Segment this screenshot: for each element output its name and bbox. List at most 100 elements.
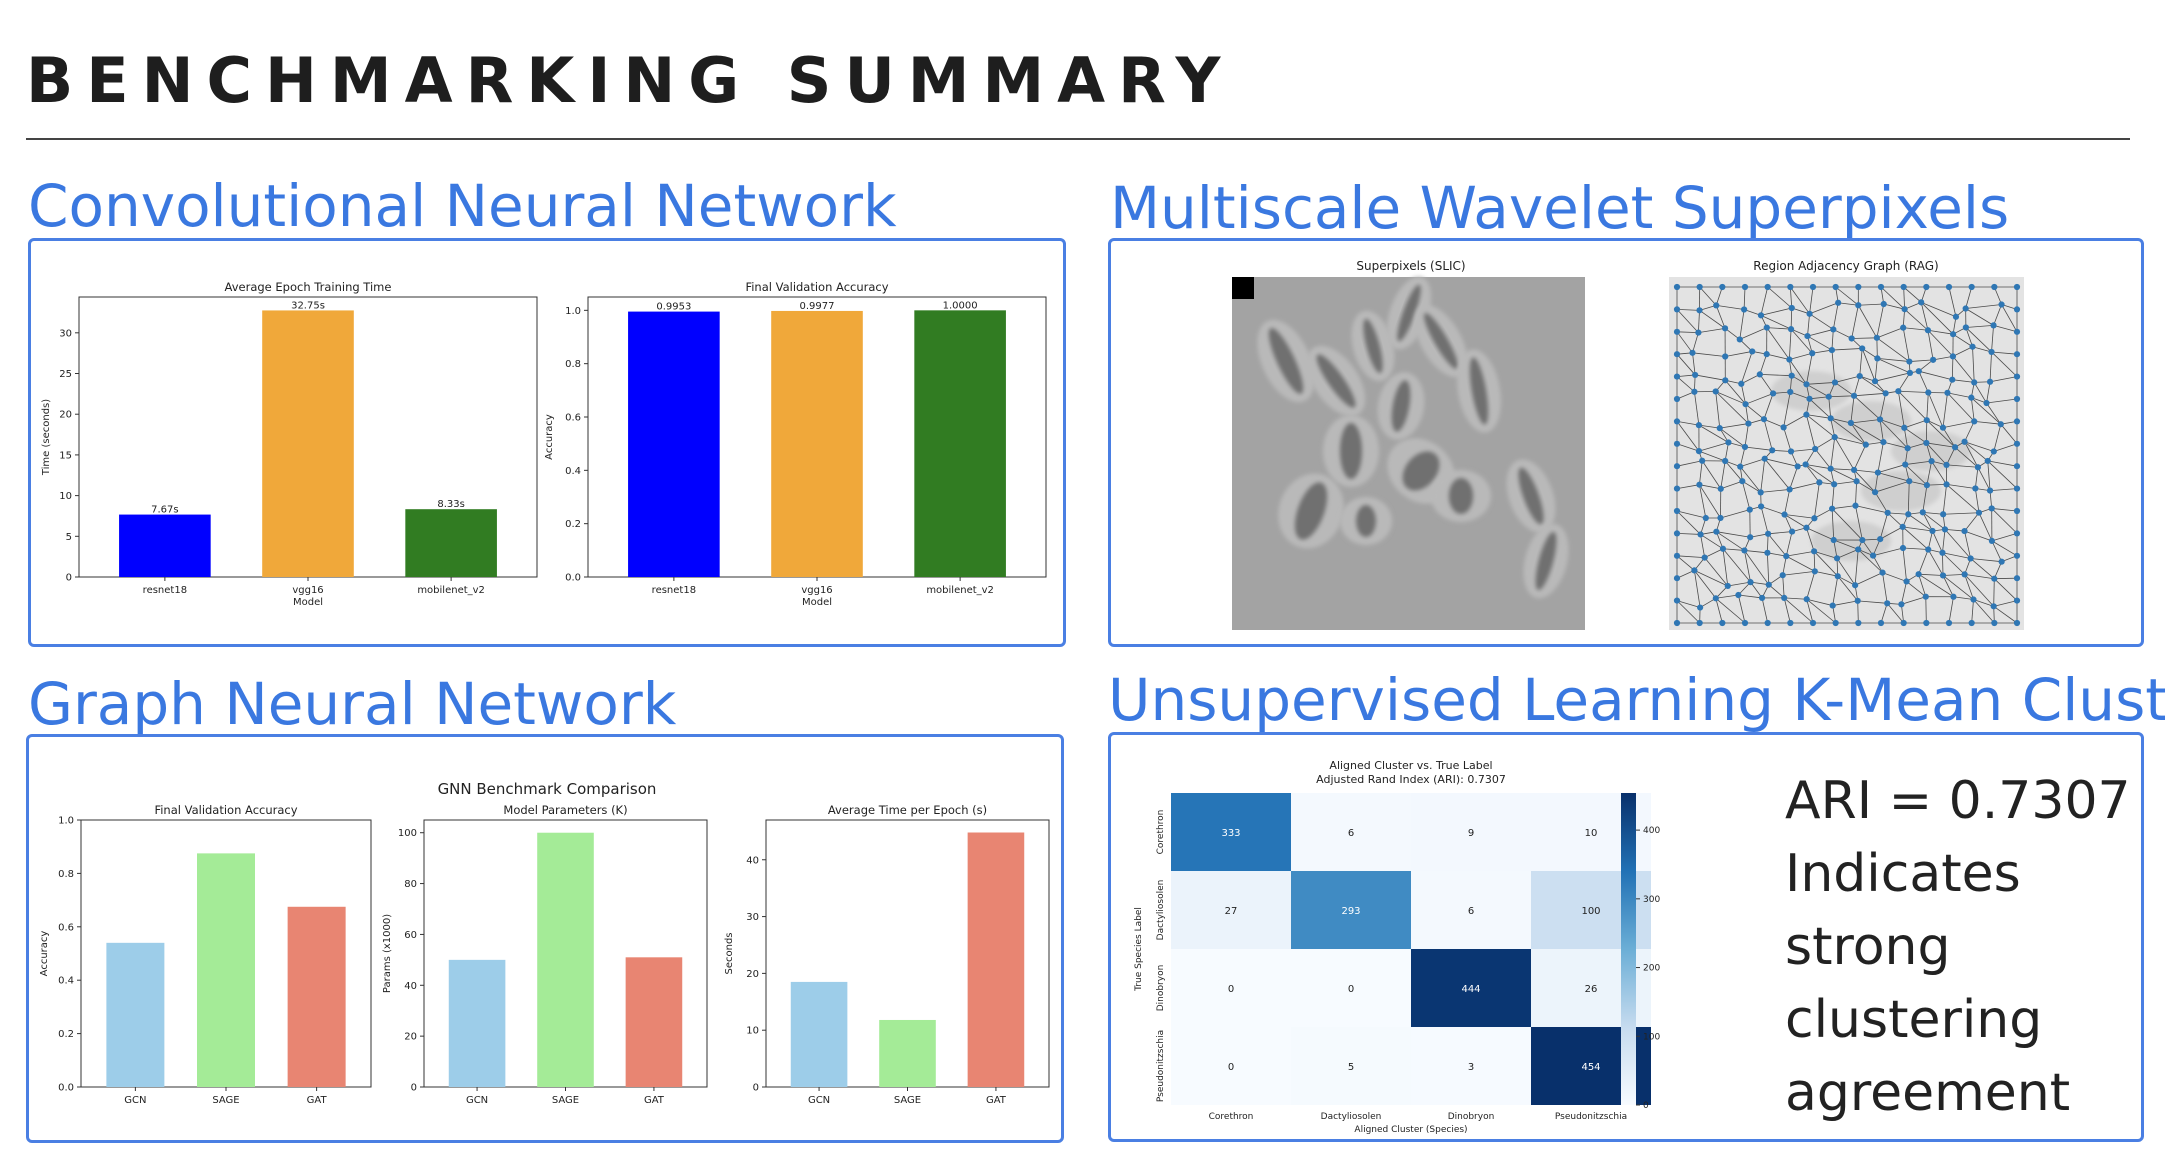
rag-edge	[1972, 346, 1975, 383]
rag-edge	[1904, 464, 1928, 486]
rag-node	[1691, 567, 1698, 574]
rag-edge	[1704, 548, 1724, 558]
bar	[287, 906, 346, 1087]
heatmap-cell-value: 10	[1585, 828, 1598, 839]
rag-edge	[1701, 460, 1722, 489]
rag-node	[1696, 619, 1703, 627]
rag-node	[1879, 569, 1886, 576]
rag-node	[1906, 358, 1913, 365]
heatmap-cell-value: 5	[1348, 1062, 1354, 1073]
rag-node	[2013, 530, 2021, 537]
superpixel-region	[1340, 423, 1362, 479]
rag-edge	[1927, 392, 1944, 428]
y-tick-label: 0.8	[58, 869, 74, 880]
rag-edge	[1991, 508, 2018, 534]
y-axis-label: Time (seconds)	[41, 399, 52, 476]
rag-node	[2013, 619, 2021, 627]
rag-edge	[1697, 310, 1700, 333]
rag-edge	[1850, 422, 1884, 443]
rag-edge	[1986, 381, 1991, 404]
rag-edge	[1970, 397, 1975, 422]
rag-node	[2013, 306, 2021, 313]
rag-edge	[1973, 599, 1995, 624]
x-tick-label: vgg16	[292, 585, 323, 596]
rag-edge	[1901, 596, 1926, 605]
rag-node	[1972, 485, 1979, 492]
heatmap-cell-value: 0	[1228, 984, 1234, 995]
bar	[119, 514, 211, 577]
rag-node	[1673, 351, 1681, 358]
y-axis-label: Accuracy	[39, 931, 50, 977]
y-axis-label: Accuracy	[544, 414, 555, 460]
rag-node	[1738, 380, 1745, 387]
rag-edge	[1964, 574, 1974, 600]
rag-node	[1991, 575, 1998, 582]
rag-node	[1923, 283, 1930, 291]
rag-node	[1859, 536, 1866, 544]
heatmap-cell-value: 444	[1461, 984, 1480, 995]
rag-node	[1695, 448, 1703, 455]
rag-node	[1673, 283, 1681, 291]
rag-node	[1745, 420, 1752, 427]
heatmap-y-tick-label: Pseudonitzschia	[1156, 1030, 1166, 1102]
rag-edge	[1942, 484, 1947, 515]
heatmap-cell-value: 0	[1228, 1062, 1234, 1073]
rag-edge	[1942, 529, 1946, 553]
rag-edge	[1942, 427, 1956, 448]
rag-node	[1923, 619, 1930, 627]
rag-edge	[1738, 594, 1763, 599]
rag-node	[1832, 283, 1839, 291]
rag-edge	[1971, 599, 1974, 624]
rag-edge	[1720, 460, 1726, 489]
rag-edge	[1907, 442, 1927, 449]
rag-edge	[1715, 391, 1749, 424]
rag-edge	[1739, 309, 1745, 340]
rag-edge	[1837, 575, 1859, 602]
bar-data-label: 32.75s	[291, 300, 325, 311]
rag-edge	[1986, 402, 2002, 425]
rag-node	[1873, 334, 1880, 341]
rag-node	[1673, 530, 1681, 537]
rag-edge	[1743, 286, 1746, 310]
rag-edge	[1872, 547, 1904, 556]
rag-edge	[1989, 351, 1992, 382]
gnn-panel: GNN Benchmark Comparison 0.0 0.2 0.4 0.6 0.8 1…	[26, 734, 1064, 1143]
rag-edge	[1920, 302, 1929, 331]
rag-edge	[1933, 356, 1953, 361]
wavelet-panel: Superpixels (SLIC) Region Adjacency Grap…	[1108, 238, 2144, 647]
rag-edge	[1828, 396, 1832, 419]
rag-edge	[1833, 329, 1852, 339]
rag-edge	[1965, 327, 1992, 353]
y-tick-label: 60	[404, 930, 417, 941]
rag-edge	[1832, 576, 1839, 606]
rag-edge	[1698, 450, 1726, 462]
rag-node	[1961, 527, 1968, 535]
heatmap-y-axis-label: True Species Label	[1134, 907, 1144, 992]
rag-node	[1859, 345, 1866, 352]
rag-edge	[1970, 558, 1995, 580]
rag-node	[1852, 582, 1859, 589]
rag-node	[1691, 388, 1698, 395]
rag-node	[2013, 485, 2021, 492]
rag-edge	[1918, 573, 1944, 576]
y-tick-label: 30	[746, 912, 759, 923]
rag-node	[1848, 335, 1855, 342]
rag-edge	[1991, 540, 2003, 562]
rag-edge	[1901, 581, 1907, 605]
rag-node	[1869, 552, 1877, 559]
rag-node	[1967, 555, 1974, 562]
rag-edge	[1741, 481, 1751, 510]
rag-edge	[1918, 574, 1927, 597]
rag-node	[1833, 555, 1841, 562]
rag-edge	[1918, 549, 1929, 575]
rag-node	[1673, 418, 1681, 425]
rag-node	[1764, 549, 1771, 556]
rag-node	[1756, 371, 1763, 378]
heatmap-x-tick-label: Dactyliosolen	[1321, 1112, 1382, 1122]
rag-edge	[1993, 606, 2018, 624]
heatmap-cell	[1291, 949, 1411, 1027]
rag-edge	[1676, 600, 1701, 608]
heatmap-cell-value: 6	[1348, 828, 1354, 839]
wavelet-section-heading: Multiscale Wavelet Superpixels	[1110, 174, 2010, 242]
